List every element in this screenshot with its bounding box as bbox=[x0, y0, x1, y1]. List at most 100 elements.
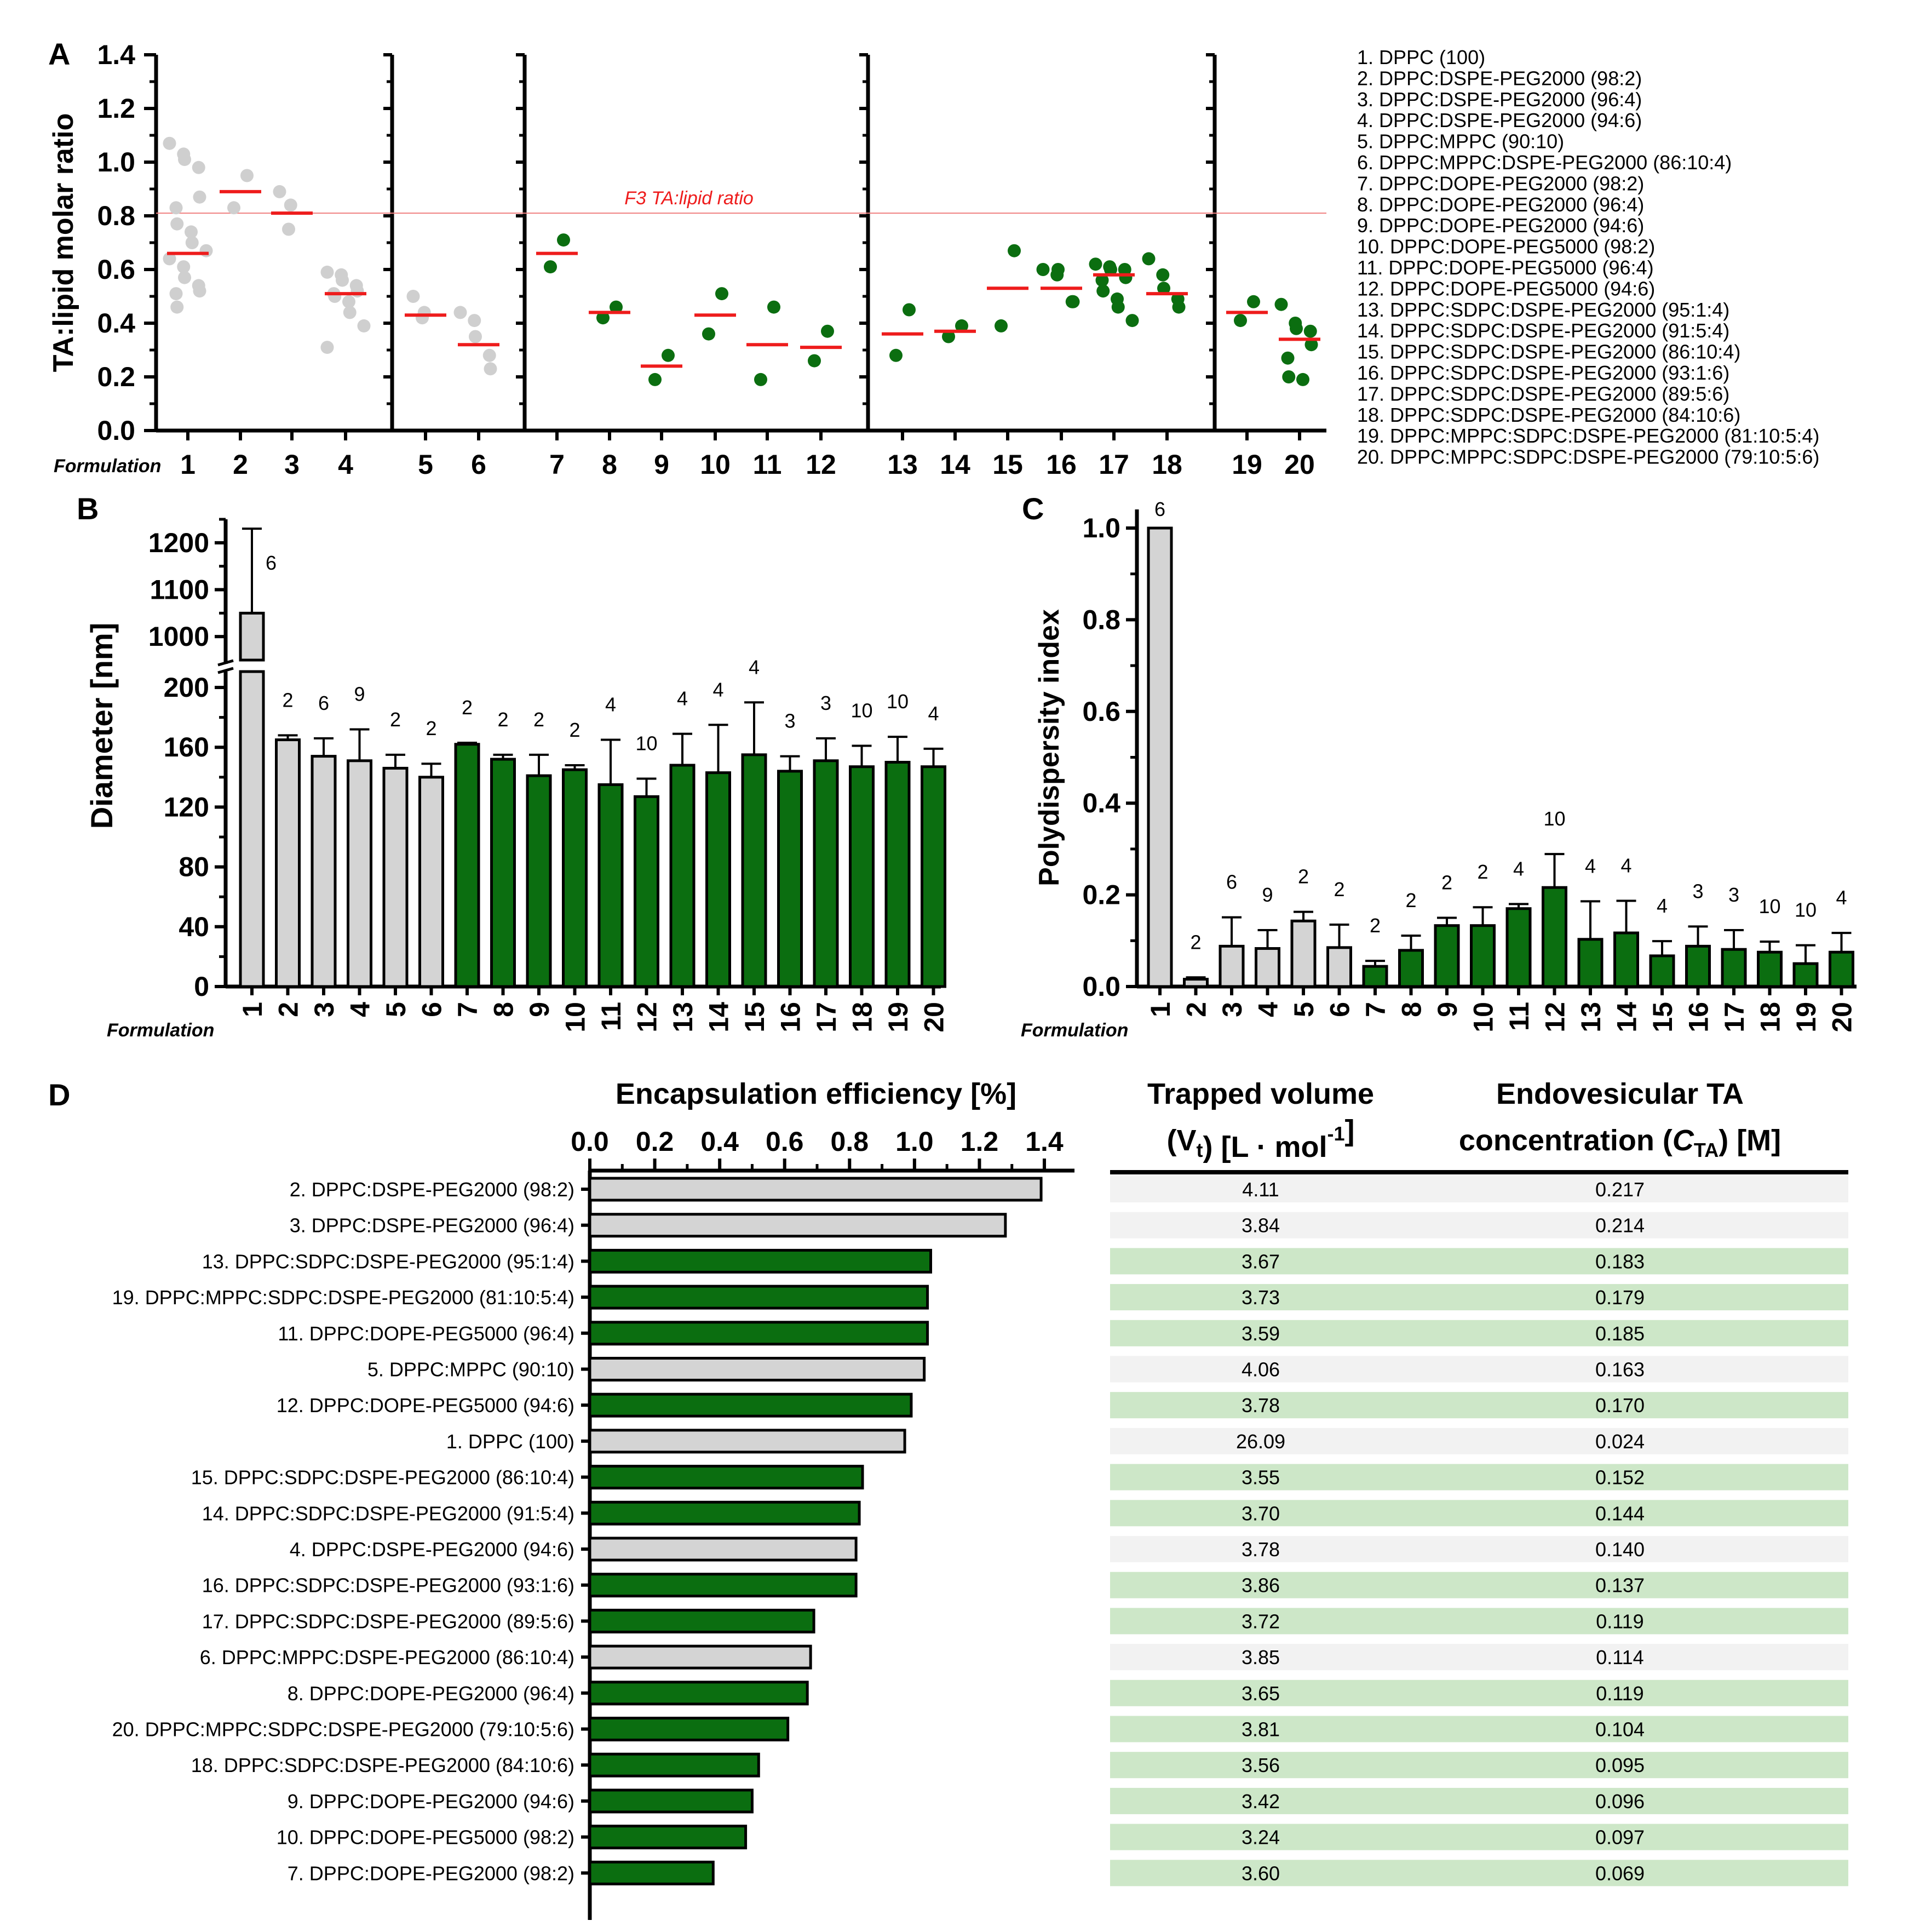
d-category-label: 14. DPPC:SDPC:DSPE-PEG2000 (91:5:4) bbox=[202, 1502, 574, 1524]
panel-label-a: A bbox=[48, 37, 70, 71]
b-n-label: 2 bbox=[462, 696, 473, 719]
d-category-label: 1. DPPC (100) bbox=[446, 1430, 574, 1453]
table-cell-cta: 0.140 bbox=[1595, 1538, 1645, 1561]
table-cell-cta: 0.069 bbox=[1595, 1862, 1645, 1884]
table-cell-cta: 0.179 bbox=[1595, 1286, 1645, 1309]
legend-item: 6. DPPC:MPPC:DSPE-PEG2000 (86:10:4) bbox=[1357, 151, 1732, 174]
c-n-label: 6 bbox=[1154, 498, 1165, 520]
table-row bbox=[1110, 1284, 1848, 1311]
c-xtick-label: 9 bbox=[1432, 1002, 1463, 1017]
b-ytick-label-upper: 1200 bbox=[148, 528, 209, 558]
table-row bbox=[1110, 1392, 1848, 1419]
c-n-label: 3 bbox=[1692, 880, 1703, 902]
table-cell-cta: 0.214 bbox=[1595, 1214, 1645, 1237]
a-ytick-label: 0.8 bbox=[97, 200, 135, 231]
c-xtick-label: 3 bbox=[1217, 1002, 1248, 1017]
c-ytick-label: 0.2 bbox=[1082, 880, 1120, 910]
table-row bbox=[1110, 1536, 1848, 1562]
table-header-vt-part: (V bbox=[1167, 1124, 1197, 1157]
table-header-vt-part: ) [L · mol bbox=[1203, 1131, 1327, 1163]
a-data-point bbox=[544, 260, 557, 274]
b-bar bbox=[347, 759, 372, 988]
table-cell-cta: 0.170 bbox=[1595, 1394, 1645, 1417]
b-xtick-label: 4 bbox=[345, 1002, 376, 1017]
d-bar bbox=[588, 1213, 1007, 1238]
a-data-point bbox=[336, 273, 349, 287]
c-xtick-label: 19 bbox=[1791, 1002, 1821, 1033]
b-bar bbox=[418, 776, 444, 988]
d-bar bbox=[588, 1752, 760, 1778]
a-xtick-label: 20 bbox=[1284, 449, 1315, 480]
table-cell-vt: 3.56 bbox=[1242, 1754, 1280, 1776]
b-xtick-label: 13 bbox=[668, 1002, 698, 1033]
a-data-point bbox=[178, 153, 191, 167]
a-xtick-label: 16 bbox=[1046, 449, 1077, 480]
legend-item: 18. DPPC:SDPC:DSPE-PEG2000 (84:10:6) bbox=[1357, 404, 1740, 426]
a-xtick-label: 10 bbox=[700, 449, 731, 480]
table-row bbox=[1110, 1787, 1848, 1814]
c-n-label: 2 bbox=[1477, 861, 1488, 883]
d-bar bbox=[588, 1717, 790, 1741]
c-bar bbox=[1255, 947, 1280, 988]
table-header-cta-line2: concentration (CTA) [M] bbox=[1459, 1124, 1781, 1161]
c-xtick-label: 20 bbox=[1827, 1002, 1858, 1033]
table-row bbox=[1110, 1752, 1848, 1779]
a-xtick-label: 8 bbox=[602, 449, 617, 480]
legend-item: 15. DPPC:SDPC:DSPE-PEG2000 (86:10:4) bbox=[1357, 341, 1740, 363]
c-n-label: 9 bbox=[1262, 884, 1273, 906]
b-xtick-label: 1 bbox=[237, 1002, 268, 1017]
d-category-label: 7. DPPC:DOPE-PEG2000 (98:2) bbox=[288, 1862, 574, 1884]
legend-item: 4. DPPC:DSPE-PEG2000 (94:6) bbox=[1357, 109, 1642, 131]
table-cell-vt: 3.42 bbox=[1242, 1790, 1280, 1813]
table-row bbox=[1110, 1500, 1848, 1527]
c-ytick-label: 0.0 bbox=[1082, 971, 1120, 1002]
c-n-label: 2 bbox=[1334, 878, 1344, 901]
a-data-point bbox=[185, 236, 199, 249]
a-data-point bbox=[163, 136, 176, 150]
a-data-point bbox=[273, 185, 286, 198]
b-ytick-label: 40 bbox=[179, 911, 209, 942]
table-cell-vt: 3.86 bbox=[1242, 1574, 1280, 1597]
a-xtick-label: 2 bbox=[233, 449, 248, 480]
c-xtick-label: 17 bbox=[1719, 1002, 1750, 1033]
a-data-point bbox=[342, 295, 355, 308]
legend-item: 2. DPPC:DSPE-PEG2000 (98:2) bbox=[1357, 67, 1642, 89]
c-ytick-label: 0.8 bbox=[1082, 604, 1120, 635]
c-bar bbox=[1362, 965, 1388, 988]
table-cell-vt: 3.60 bbox=[1242, 1862, 1280, 1884]
b-n-label: 10 bbox=[887, 690, 909, 713]
a-data-point bbox=[557, 233, 570, 247]
d-category-label: 3. DPPC:DSPE-PEG2000 (96:4) bbox=[290, 1214, 574, 1237]
a-data-point bbox=[942, 330, 955, 343]
c-bar bbox=[1398, 949, 1424, 988]
table-cell-vt: 4.11 bbox=[1242, 1178, 1279, 1201]
c-xtick-label: 6 bbox=[1325, 1002, 1355, 1017]
c-xtick-label: 15 bbox=[1647, 1002, 1678, 1033]
a-xtick-label: 3 bbox=[284, 449, 300, 480]
b-n-label: 10 bbox=[635, 732, 657, 755]
d-bar bbox=[588, 1537, 858, 1562]
b-bar bbox=[275, 738, 301, 988]
d-bar bbox=[588, 1681, 809, 1706]
a-data-point bbox=[610, 300, 623, 314]
c-xtick-label: 12 bbox=[1540, 1002, 1571, 1033]
a-ytick-label: 0.0 bbox=[97, 415, 135, 446]
c-bar bbox=[1434, 924, 1460, 988]
a-data-point bbox=[1274, 297, 1288, 311]
table-row bbox=[1110, 1464, 1848, 1490]
legend-item: 20. DPPC:MPPC:SDPC:DSPE-PEG2000 (79:10:5… bbox=[1357, 446, 1819, 468]
a-data-point bbox=[1303, 324, 1317, 338]
axis-b-break bbox=[217, 667, 234, 674]
b-xtick-label: 2 bbox=[273, 1002, 304, 1017]
b-n-label: 2 bbox=[497, 708, 508, 731]
b-n-label: 4 bbox=[928, 702, 939, 725]
b-xtick-label: 14 bbox=[704, 1002, 734, 1033]
a-data-point bbox=[469, 330, 482, 343]
b-ytick-label-upper: 1100 bbox=[150, 575, 209, 605]
a-ytick-label: 0.6 bbox=[97, 254, 135, 285]
b-bar bbox=[562, 768, 588, 988]
a-data-point bbox=[1096, 284, 1110, 298]
b-n-label: 6 bbox=[266, 552, 277, 574]
b-bar bbox=[454, 743, 480, 988]
a-data-point bbox=[284, 198, 297, 212]
